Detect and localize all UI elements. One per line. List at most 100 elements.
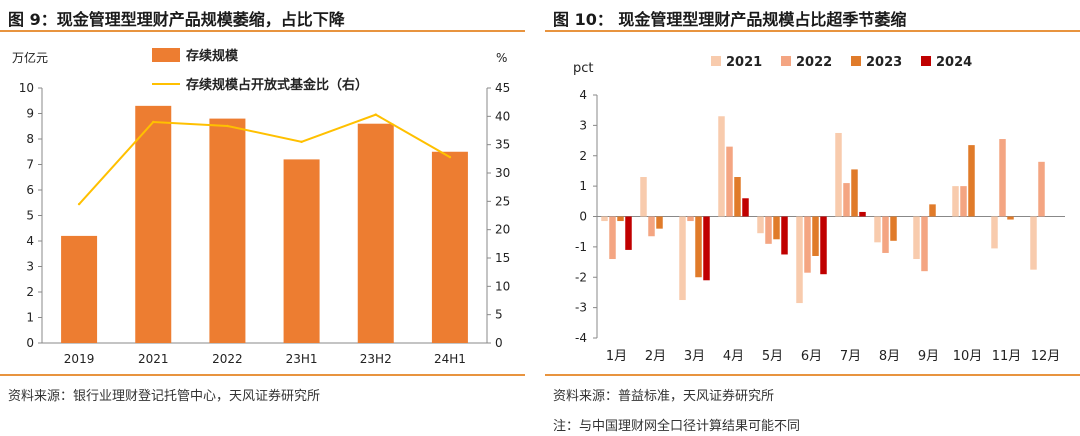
- x-tick-label: 5月: [762, 349, 783, 364]
- bar-2022-12月: [1038, 161, 1045, 217]
- left-figure-panel: 图 9：现金管理型理财产品规模萎缩，占比下降 万亿元% 0 1 2 3 4 5 6 7 8 9 10 0…: [0, 0, 525, 436]
- right-y-tick-label: 25: [495, 194, 510, 208]
- y-tick-label: 4: [579, 88, 587, 102]
- right-y-tick-label: 45: [495, 81, 510, 95]
- right-y-tick-label: 0: [495, 336, 503, 350]
- legend-swatch-2023: [851, 56, 861, 66]
- y-tick-label: -3: [575, 301, 587, 315]
- x-tick-label: 2月: [645, 349, 666, 364]
- line-point-2019: [77, 202, 81, 206]
- right-y-tick-label: 20: [495, 223, 510, 237]
- bar-2023-4月: [734, 177, 741, 217]
- line-point-2021: [152, 120, 155, 124]
- bar-2021-9月: [913, 216, 920, 260]
- bar-2022-5月: [765, 216, 772, 244]
- bar-23H1: [283, 159, 320, 343]
- legend-label-2024: 2024: [936, 55, 972, 70]
- left-source-note: 资料来源：银行业理财登记托管中心，天风证券研究所: [8, 389, 321, 404]
- y-axis-unit: pct: [573, 61, 594, 76]
- y-tick-label: -2: [575, 270, 587, 284]
- right-figure-title: 图 10： 现金管理型理财产品规模占比超季节萎缩: [553, 10, 907, 29]
- right-y-tick-label: 10: [495, 279, 510, 293]
- bar-2024-7月: [859, 211, 866, 217]
- x-tick-label: 24H1: [434, 352, 466, 366]
- bar-2023-5月: [773, 216, 780, 240]
- y-tick-label: 2: [579, 149, 587, 163]
- left-y-tick-label: 4: [26, 234, 34, 248]
- left-figure-title: 图 9：现金管理型理财产品规模萎缩，占比下降: [8, 10, 345, 29]
- bar-2021: [135, 105, 172, 343]
- line-point-23H2: [374, 113, 377, 116]
- left-title-rule: [0, 30, 525, 32]
- bar-2022-7月: [843, 183, 850, 217]
- right-bottom-rule: [545, 374, 1080, 376]
- bar-2024-3月: [703, 216, 710, 281]
- bar-2021-3月: [679, 216, 686, 301]
- bar-2022-4月: [726, 146, 733, 217]
- legend-label-2023: 2023: [866, 55, 902, 70]
- bar-2022-1月: [609, 216, 616, 260]
- bar-2021-7月: [835, 132, 842, 217]
- x-tick-label: 9月: [918, 349, 939, 364]
- line-series-ratio: [78, 113, 451, 205]
- x-tick-label: 12月: [1031, 349, 1061, 364]
- bar-2023-10月: [968, 145, 975, 217]
- legend-label-2021: 2021: [726, 55, 762, 70]
- bar-2021-11月: [991, 216, 998, 249]
- line-point-23H1: [300, 140, 303, 144]
- legend-label-line: 存续规模占开放式基金比（右）: [186, 77, 368, 93]
- bar-2023-6月: [812, 216, 819, 256]
- left-y-tick-label: 0: [26, 336, 34, 350]
- bar-2024-1月: [625, 216, 632, 250]
- bar-2021-5月: [757, 216, 764, 234]
- bar-2024-6月: [820, 216, 827, 275]
- bar-2023-11月: [1007, 216, 1014, 220]
- bar-2021-1月: [601, 216, 608, 222]
- y-tick-label: -4: [575, 331, 587, 345]
- bar-2019: [61, 235, 98, 343]
- x-tick-label: 11月: [992, 349, 1022, 364]
- left-y-tick-label: 3: [26, 260, 34, 274]
- left-y-tick-label: 8: [26, 132, 34, 146]
- bar-23H2: [357, 123, 394, 343]
- left-y-tick-label: 7: [26, 158, 34, 172]
- left-bottom-rule: [0, 374, 525, 376]
- right-y-tick-label: 35: [495, 138, 510, 152]
- legend-swatch-2022: [781, 56, 791, 66]
- bar-2023-8月: [890, 216, 897, 241]
- bar-2022-10月: [960, 186, 967, 217]
- y-tick-label: 1: [579, 179, 587, 193]
- x-tick-label: 2022: [212, 352, 243, 366]
- y-tick-label: 0: [579, 210, 587, 224]
- bar-2023-2月: [656, 216, 663, 229]
- x-tick-label: 6月: [801, 349, 822, 364]
- right-y-axis-unit: %: [496, 51, 507, 65]
- legend-label-2022: 2022: [796, 55, 832, 70]
- bar-2022: [209, 118, 246, 343]
- right-y-tick-label: 5: [495, 308, 503, 322]
- bar-2022-11月: [999, 139, 1006, 217]
- bar-2021-12月: [1030, 216, 1037, 270]
- left-y-axis-unit: 万亿元: [12, 50, 48, 65]
- bar-2022-6月: [804, 216, 811, 273]
- legend-swatch-bar: [152, 48, 180, 62]
- bar-2024-4月: [742, 198, 749, 217]
- bar-2023-3月: [695, 216, 702, 278]
- right-footnote: 注：与中国理财网全口径计算结果可能不同: [553, 419, 801, 434]
- legend-label-bar: 存续规模: [186, 48, 239, 64]
- x-tick-label: 1月: [606, 349, 627, 364]
- x-tick-label: 23H1: [286, 352, 318, 366]
- line-point-24H1: [448, 155, 452, 159]
- legend-swatch-2024: [921, 56, 931, 66]
- right-y-tick-label: 40: [495, 109, 510, 123]
- right-y-tick-label: 30: [495, 166, 510, 180]
- x-tick-label: 10月: [953, 349, 983, 364]
- left-y-tick-label: 10: [19, 81, 34, 95]
- right-figure-panel: 图 10： 现金管理型理财产品规模占比超季节萎缩 pct -4 -3 -2 -1 0 1 2 3…: [545, 0, 1080, 436]
- line-point-2022: [226, 124, 229, 128]
- x-tick-label: 4月: [723, 349, 744, 364]
- left-y-tick-label: 9: [26, 107, 34, 121]
- x-tick-label: 2021: [138, 352, 169, 366]
- bar-2021-10月: [952, 186, 959, 217]
- bar-2021-8月: [874, 216, 881, 243]
